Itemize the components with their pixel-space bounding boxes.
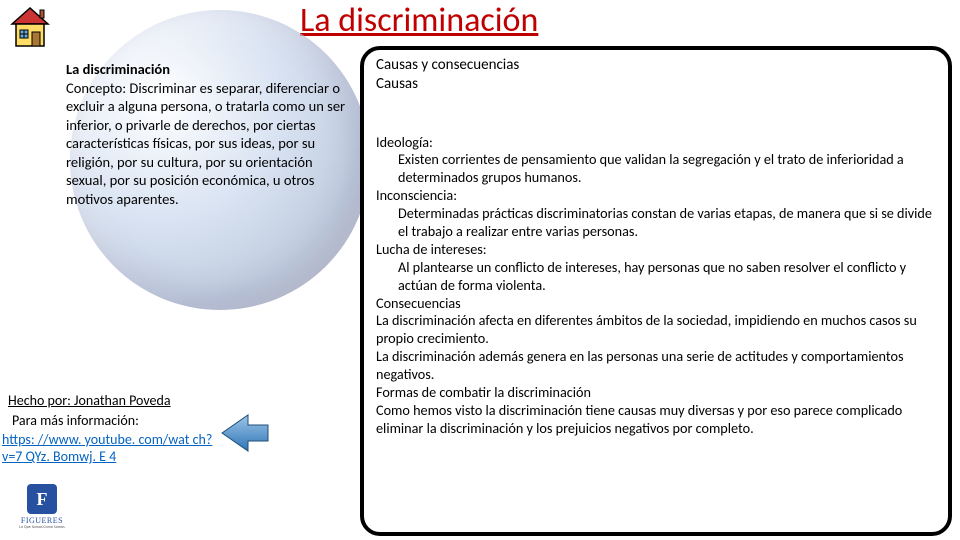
house-icon[interactable] [6, 2, 54, 50]
consecuencias-term: Consecuencias [376, 295, 936, 313]
logo-badge: F [27, 484, 57, 514]
youtube-link[interactable]: https: //www. youtube. com/wat ch? v=7 Q… [2, 432, 232, 466]
ideologia-term: Ideología: [376, 134, 936, 152]
panel-heading-1: Causas y consecuencias [376, 56, 936, 75]
panel-heading-2: Causas [376, 75, 936, 94]
lucha-term: Lucha de intereses: [376, 241, 936, 259]
concept-block: La discriminación Concepto: Discriminar … [66, 60, 354, 208]
back-arrow-icon[interactable] [220, 413, 270, 453]
ideologia-body: Existen corrientes de pensamiento que va… [376, 151, 936, 187]
inconsciencia-term: Inconsciencia: [376, 187, 936, 205]
author-credit: Hecho por: Jonathan Poveda [8, 392, 171, 409]
inconsciencia-body: Determinadas prácticas discriminatorias … [376, 205, 936, 241]
figueres-logo: F FIGUERES Lo Que Somos Como Somos [10, 478, 74, 536]
concept-body: Concepto: Discriminar es separar, difere… [66, 79, 345, 208]
page-title: La discriminación [300, 0, 538, 41]
concept-heading: La discriminación [66, 60, 170, 78]
causes-panel: Causas y consecuencias Causas Ideología:… [360, 46, 952, 536]
combatir-body: Como hemos visto la discriminación tiene… [376, 402, 936, 438]
consecuencias-body-2: La discriminación además genera en las p… [376, 348, 936, 384]
more-info-label: Para más información: [12, 412, 139, 429]
logo-name: FIGUERES [21, 516, 63, 525]
logo-tagline: Lo Que Somos Como Somos [19, 525, 64, 530]
consecuencias-body-1: La discriminación afecta en diferentes á… [376, 312, 936, 348]
lucha-body: Al plantearse un conflicto de intereses,… [376, 259, 936, 295]
combatir-term: Formas de combatir la discriminación [376, 384, 936, 402]
panel-body: Ideología: Existen corrientes de pensami… [376, 134, 936, 438]
